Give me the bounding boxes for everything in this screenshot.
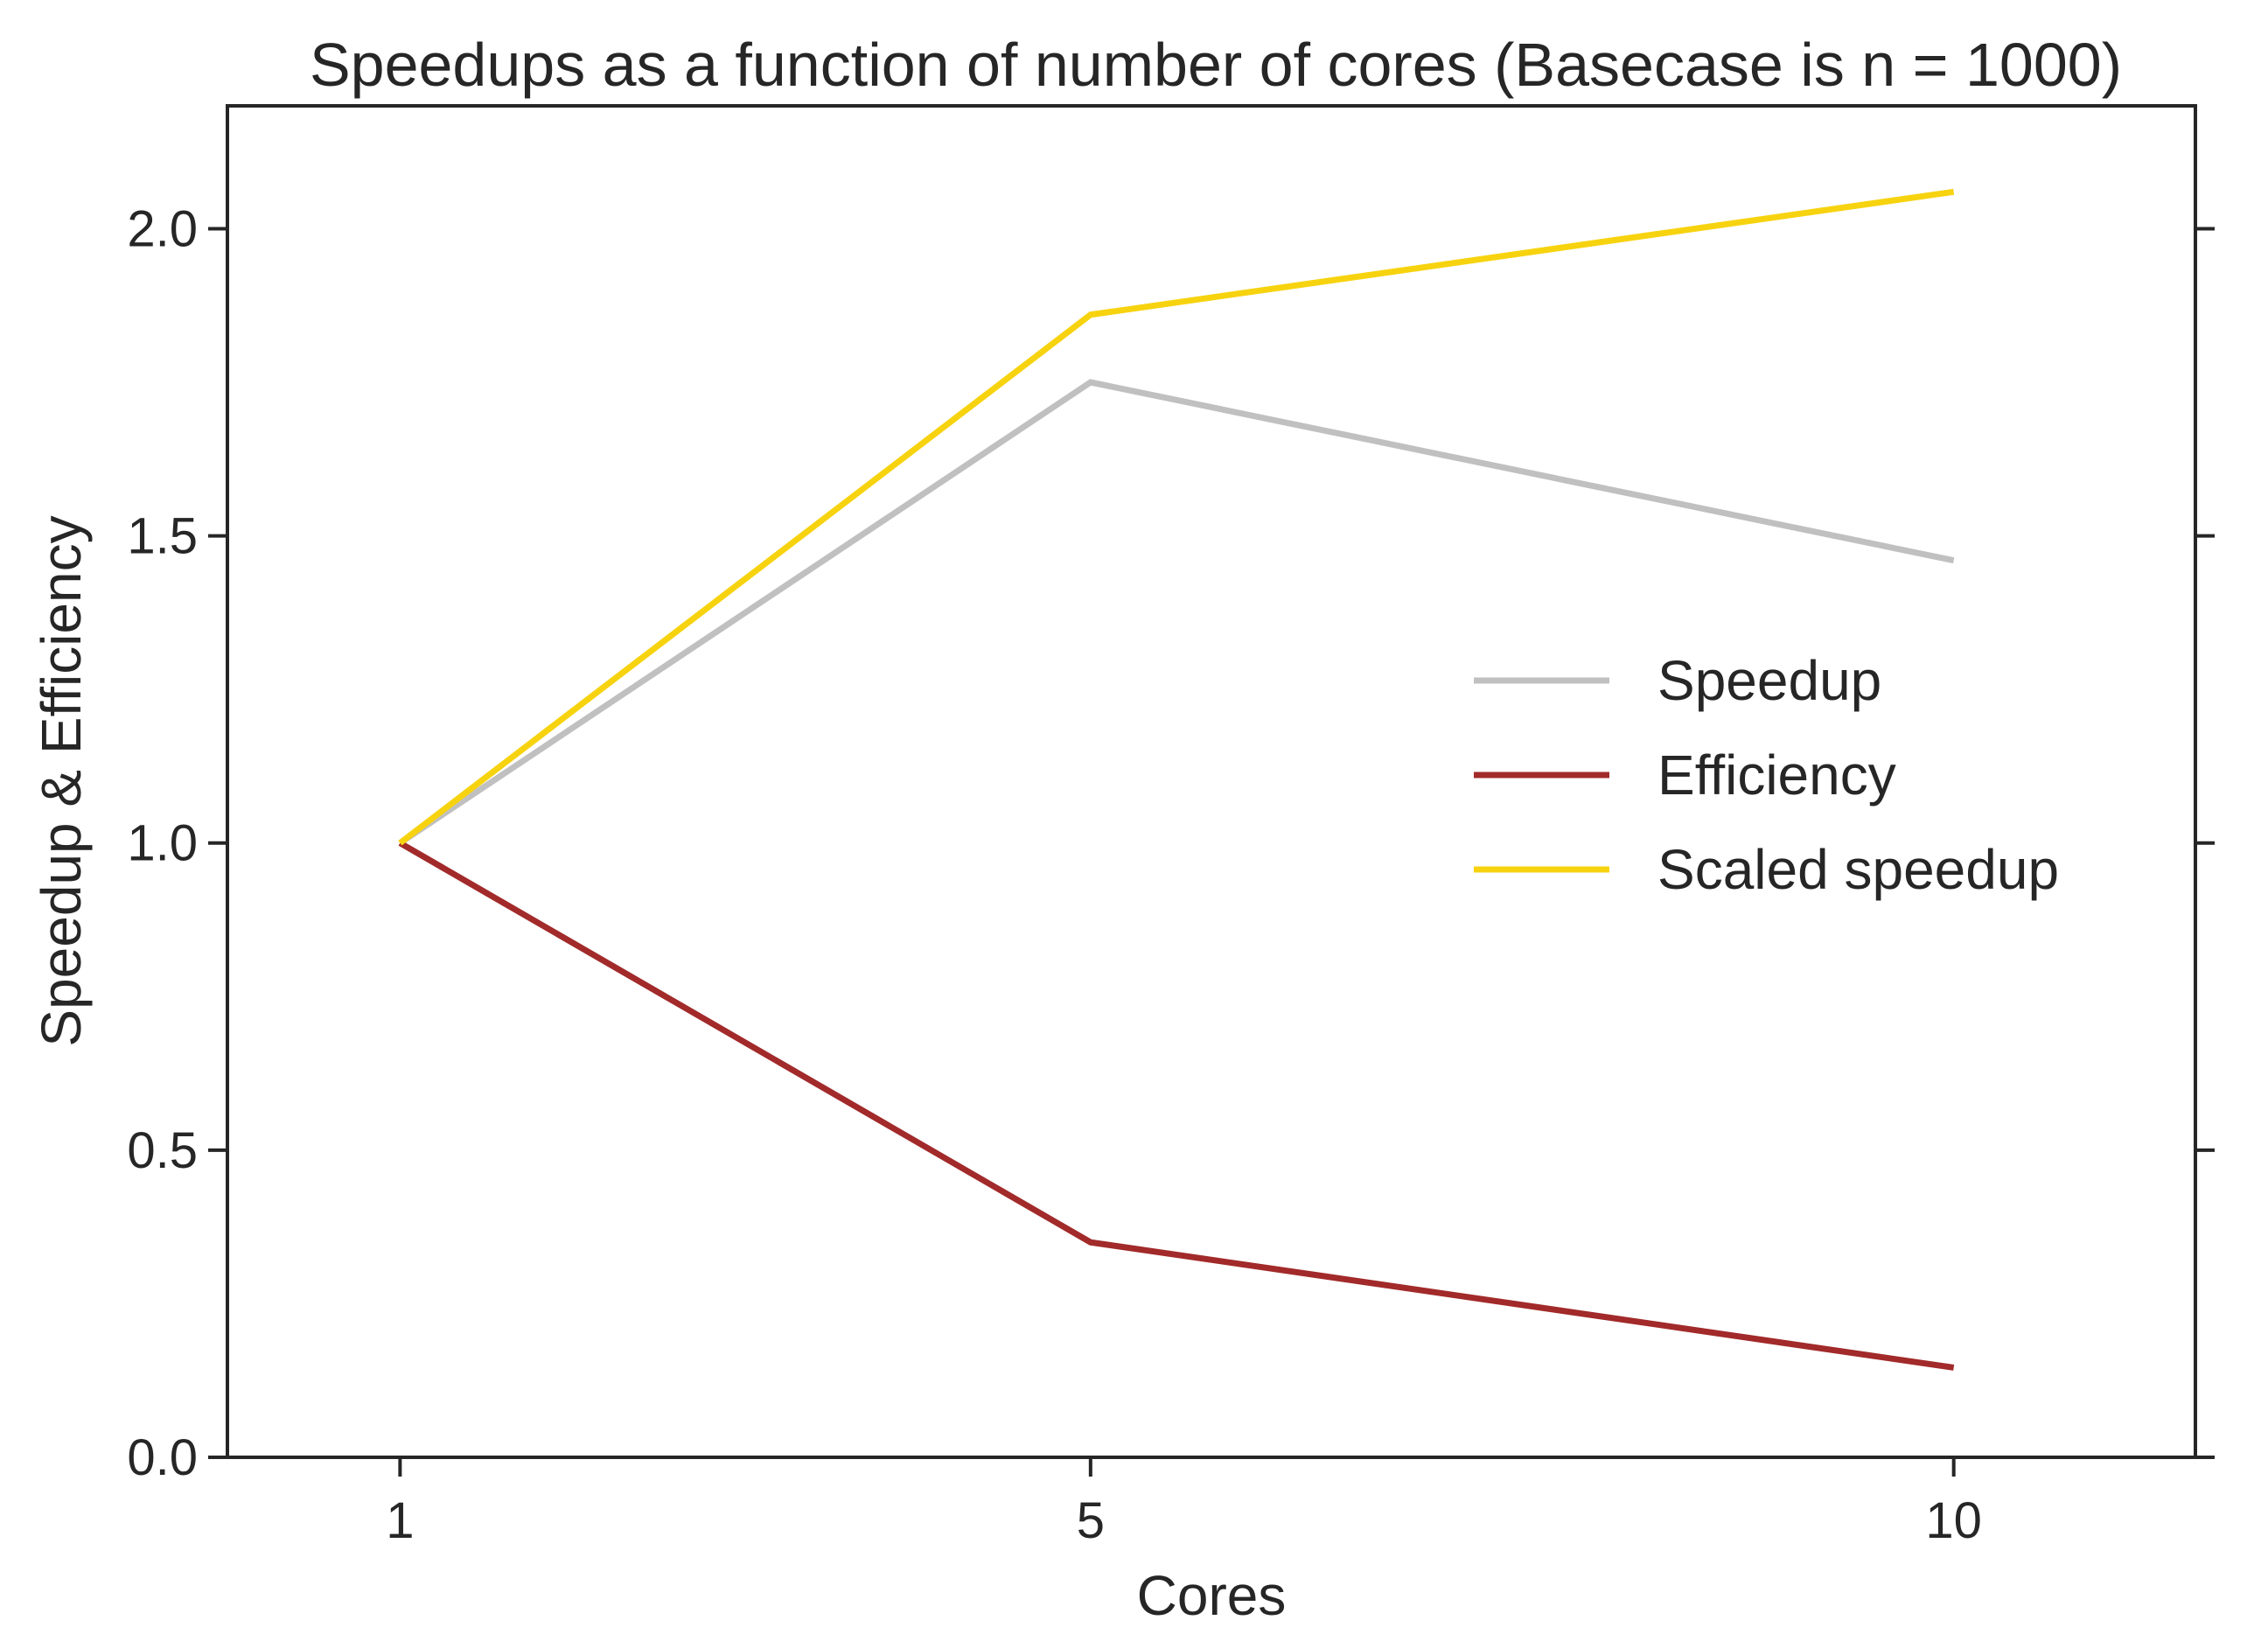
series-line-speedup [398,379,1955,846]
y-tick-label: 0.5 [127,1122,198,1179]
x-tick-label: 10 [1925,1492,1982,1549]
y-tick-label: 0.0 [127,1429,198,1486]
series-line-efficiency [398,840,1955,1371]
chart-title: Speedups as a function of number of core… [310,31,2122,99]
legend-label: Speedup [1657,649,1881,712]
y-axis-label: Speedup & Efficiency [30,515,93,1046]
series-lines [398,188,1955,1371]
y-axis-ticks: 0.0 0.5 1.0 1.5 2.0 [127,200,2215,1486]
y-tick-label: 2.0 [127,200,198,257]
x-tick-label: 1 [386,1492,414,1549]
plot-frame [226,104,2197,1459]
x-axis-label: Cores [1137,1564,1287,1627]
legend-label: Efficiency [1657,744,1896,807]
x-tick-label: 5 [1077,1492,1105,1549]
x-axis-ticks: 1 5 10 [386,1457,1982,1549]
legend: Speedup Efficiency Scaled speedup [1474,649,2059,901]
legend-label: Scaled speedup [1657,838,2059,901]
series-line-scaled-speedup [398,188,1955,846]
y-tick-label: 1.0 [127,815,198,872]
y-tick-label: 1.5 [127,508,198,565]
